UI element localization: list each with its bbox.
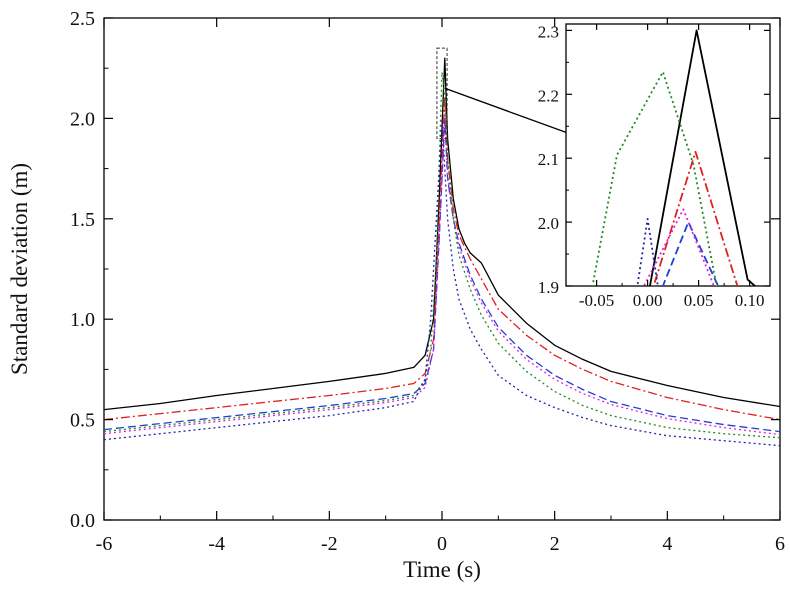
inset-x-tick-label: 0.00 xyxy=(633,291,663,310)
main-y-tick-label: 0.0 xyxy=(70,510,95,532)
main-y-tick-label: 2.5 xyxy=(70,8,95,30)
main-y-tick-label: 2.0 xyxy=(70,108,95,130)
main-x-tick-label: -2 xyxy=(321,533,338,555)
inset-series-line-6 xyxy=(636,218,659,286)
inset-x-tick-label: 0.10 xyxy=(735,291,765,310)
main-y-tick-label: 1.5 xyxy=(70,209,95,231)
main-x-axis-title: Time (s) xyxy=(403,557,481,582)
inset-plot-area: -0.05 0.00 0.05 0.10 1.9 2.0 2.1 2.2 2.3 xyxy=(538,22,771,310)
main-series-line-6 xyxy=(104,117,780,447)
inset-series-line-5 xyxy=(591,71,718,286)
inset-series-line-2 xyxy=(652,150,739,286)
zoom-box xyxy=(436,47,448,139)
inset-y-tick-label: 1.9 xyxy=(538,278,559,297)
inset-y-tick-label: 2.1 xyxy=(538,150,559,169)
inset-series-group xyxy=(591,29,757,286)
zoom-arrow xyxy=(444,87,585,142)
inset-frame xyxy=(565,23,771,287)
main-series-group xyxy=(104,57,780,447)
inset-y-tick-label: 2.2 xyxy=(538,86,559,105)
main-y-axis-title: Standard deviation (m) xyxy=(7,163,32,375)
inset-series-line-4 xyxy=(642,208,715,286)
inset-x-tick-label: -0.05 xyxy=(579,291,614,310)
main-x-tick-label: 0 xyxy=(437,533,447,555)
inset-series-line-1 xyxy=(649,29,757,286)
main-series-line-1 xyxy=(104,57,780,411)
main-y-tick-label: 0.5 xyxy=(70,410,95,432)
inset-y-tick-label: 2.0 xyxy=(538,214,559,233)
main-series-line-5 xyxy=(104,71,780,439)
main-x-tick-label: -6 xyxy=(96,533,113,555)
main-x-tick-label: 6 xyxy=(775,533,785,555)
inset-series-line-3 xyxy=(661,221,720,286)
main-y-tick-label: 1.0 xyxy=(70,309,95,331)
inset-y-tick-label: 2.3 xyxy=(538,22,559,41)
inset-x-tick-label: 0.05 xyxy=(684,291,714,310)
main-plot-area: -6 -4 -2 0 2 4 6 0.0 0.5 1.0 1.5 2.0 2.5 Time (s) Stan… xyxy=(7,8,785,582)
main-x-tick-label: -4 xyxy=(208,533,225,555)
main-x-tick-label: 4 xyxy=(662,533,672,555)
main-x-tick-label: 2 xyxy=(550,533,560,555)
